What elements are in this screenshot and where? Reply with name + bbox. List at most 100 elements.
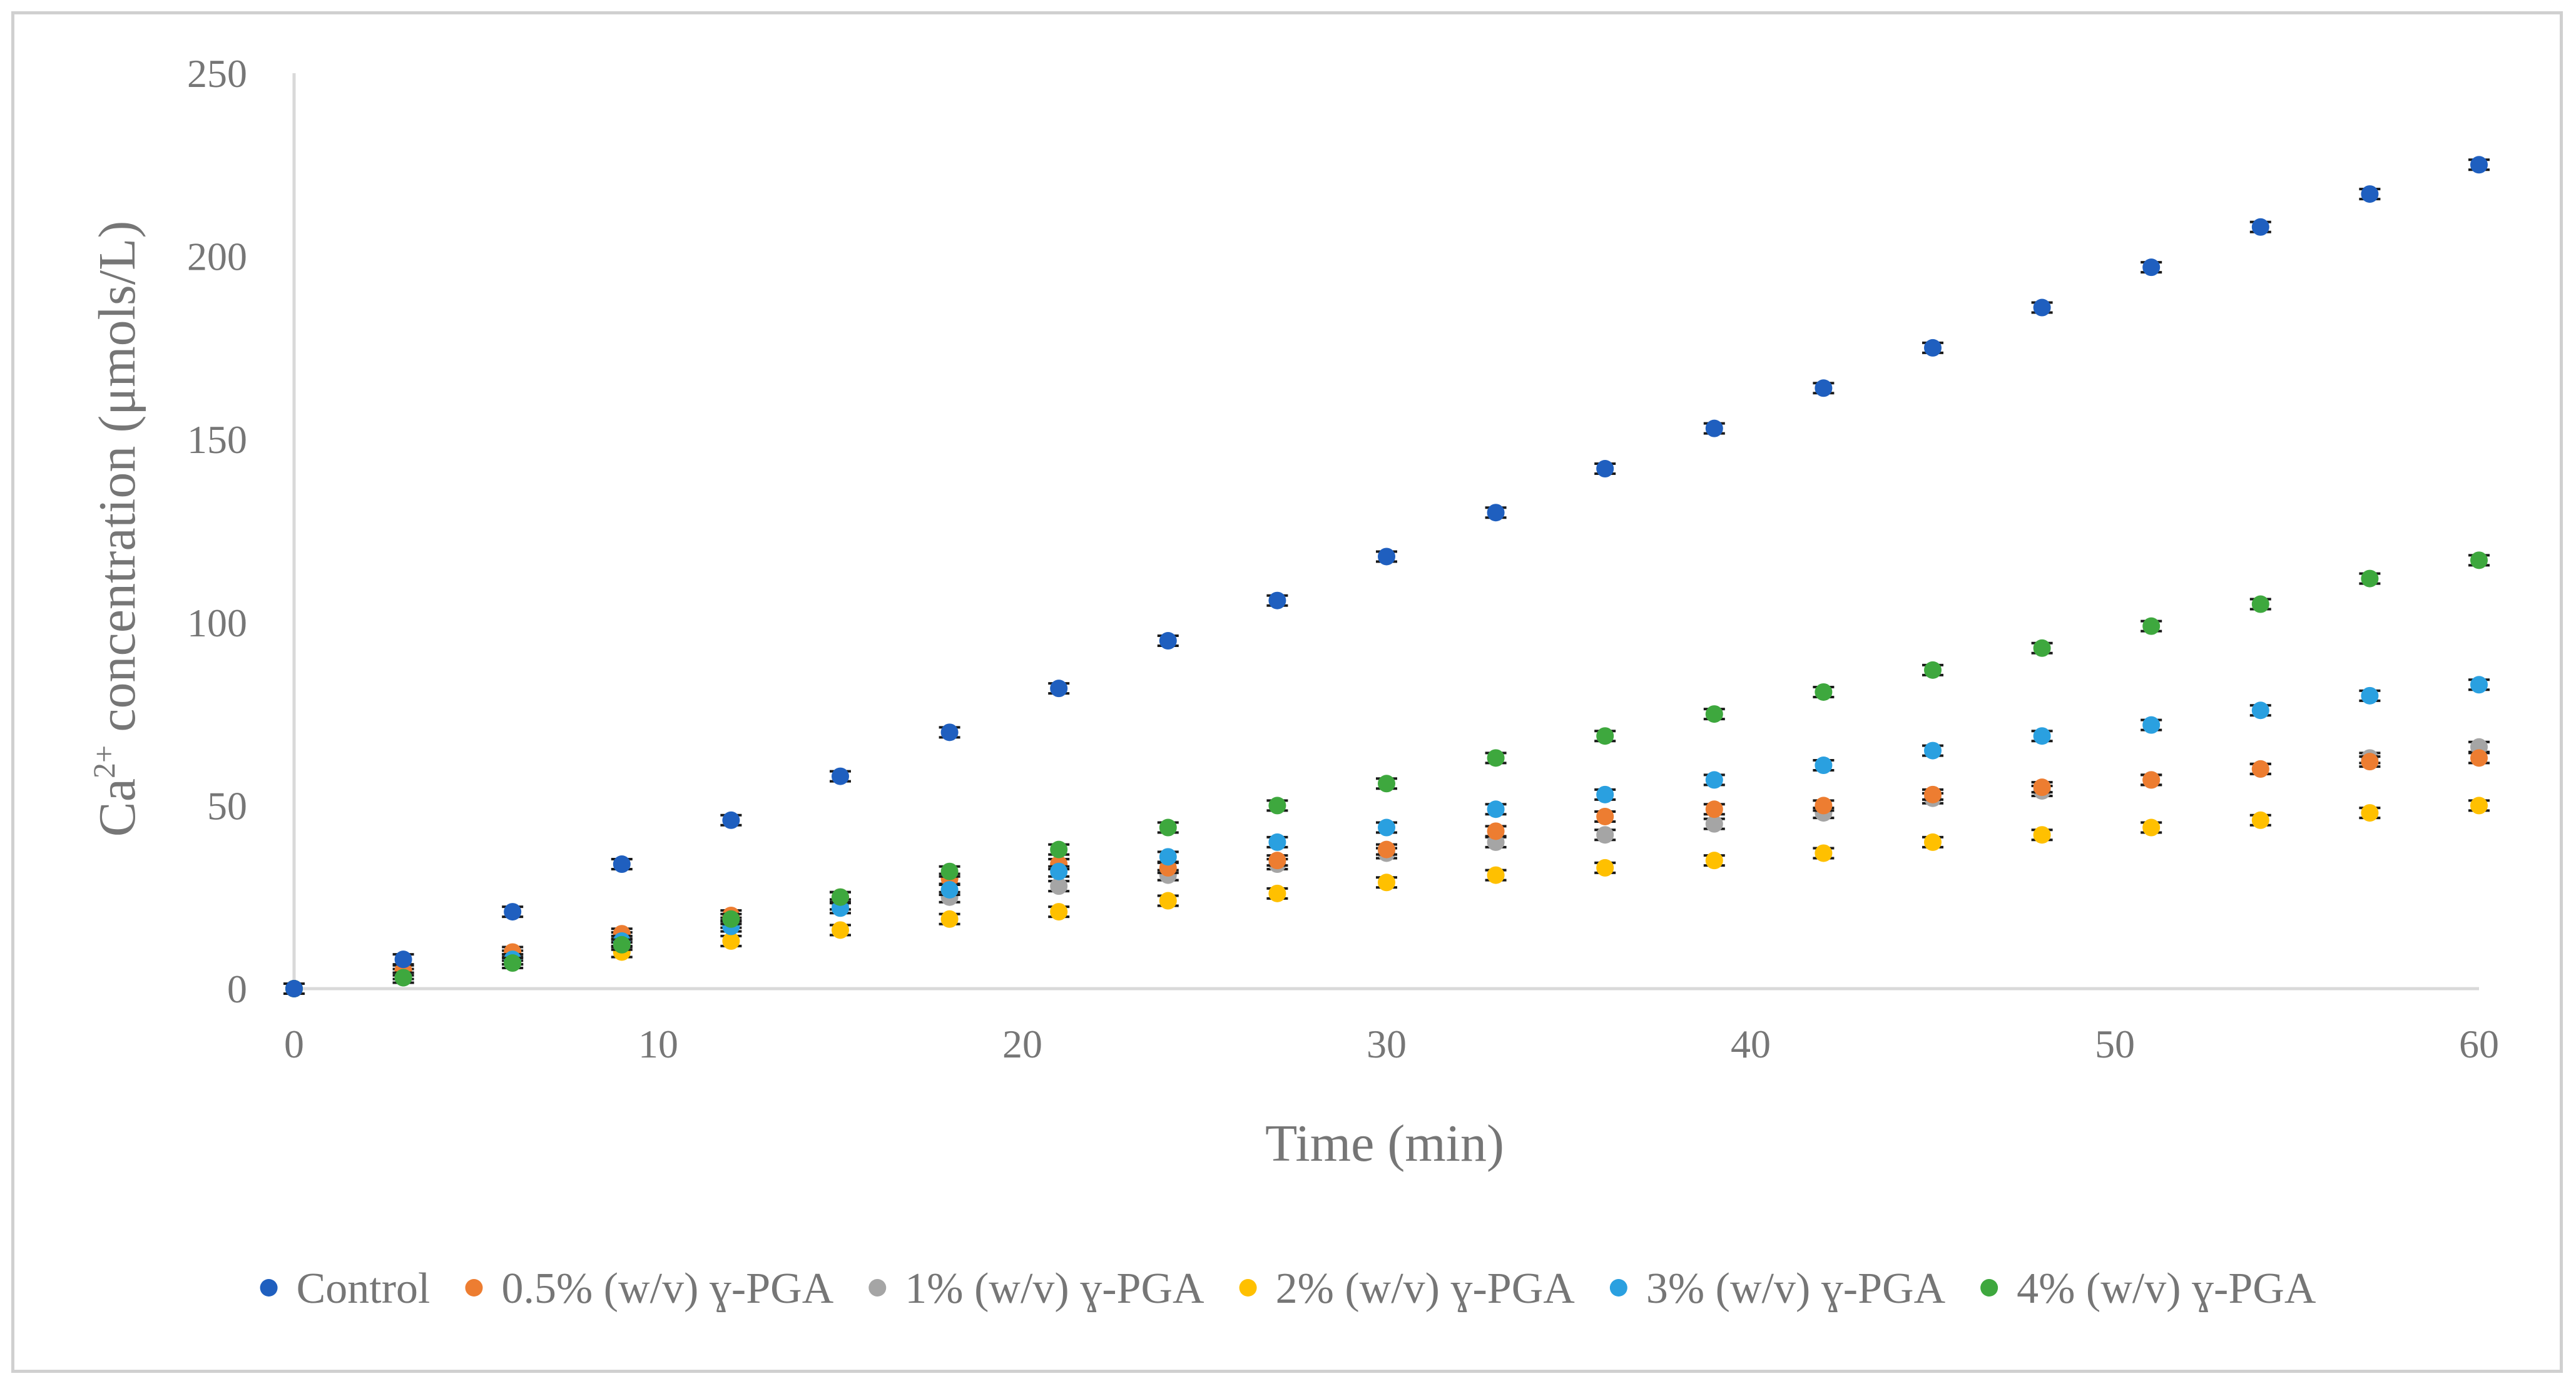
y-axis-title-base: Ca — [88, 778, 146, 837]
data-point — [1050, 903, 1068, 921]
axes — [292, 73, 2479, 991]
legend-item: Control — [260, 1265, 430, 1313]
data-point — [1815, 757, 1833, 775]
legend-label: 0.5% (w/v) ɣ-PGA — [502, 1265, 834, 1313]
data-point — [1159, 632, 1177, 650]
data-point — [1159, 892, 1177, 910]
data-point — [1268, 884, 1286, 902]
data-point — [1159, 818, 1177, 837]
data-point — [1487, 800, 1505, 818]
data-point — [504, 954, 522, 972]
data-point — [1268, 797, 1286, 815]
data-point — [722, 811, 740, 829]
data-point — [1378, 548, 1395, 566]
x-axis-title: Time (min) — [1265, 1114, 1504, 1173]
legend-label: 2% (w/v) ɣ-PGA — [1276, 1265, 1576, 1313]
legend-label: 1% (w/v) ɣ-PGA — [905, 1265, 1204, 1313]
y-tick-label: 200 — [187, 235, 247, 279]
x-tick-label: 40 — [1731, 1022, 1771, 1066]
data-point — [1705, 800, 1723, 818]
data-point — [394, 969, 412, 987]
data-point — [832, 888, 849, 906]
x-tick-label: 30 — [1367, 1022, 1407, 1066]
data-point — [1924, 339, 1942, 357]
data-point — [1705, 852, 1723, 870]
data-point — [1815, 379, 1833, 397]
legend-item: 3% (w/v) ɣ-PGA — [1609, 1265, 1946, 1313]
data-point — [394, 950, 412, 969]
data-point — [1378, 818, 1395, 837]
legend-label: Control — [297, 1265, 430, 1313]
data-point — [2470, 551, 2488, 569]
x-tick-label: 50 — [2095, 1022, 2135, 1066]
y-tick-label: 150 — [187, 417, 247, 462]
data-point — [1050, 680, 1068, 698]
data-point — [1815, 844, 1833, 862]
data-point — [1705, 419, 1723, 437]
data-point — [1487, 822, 1505, 840]
data-point — [1487, 504, 1505, 522]
legend-marker — [868, 1279, 887, 1297]
legend-marker — [1980, 1279, 1998, 1297]
x-tick-label: 10 — [638, 1022, 678, 1066]
data-point — [2251, 760, 2269, 778]
data-point — [2361, 569, 2379, 588]
data-point — [285, 980, 303, 997]
data-point — [2251, 701, 2269, 720]
data-point — [1378, 874, 1395, 892]
data-point — [1378, 775, 1395, 793]
data-point — [940, 880, 959, 899]
data-point — [2361, 686, 2379, 705]
legend-label: 4% (w/v) ɣ-PGA — [2017, 1265, 2316, 1313]
data-point — [2470, 676, 2488, 694]
chart-frame — [11, 11, 2563, 1373]
data-point — [1815, 797, 1833, 815]
data-point — [1050, 862, 1068, 880]
data-point — [1705, 771, 1723, 789]
data-point — [2251, 218, 2269, 236]
data-point — [2470, 749, 2488, 767]
y-tick-label: 250 — [187, 51, 247, 96]
legend-item: 2% (w/v) ɣ-PGA — [1239, 1265, 1576, 1313]
data-point — [2142, 771, 2161, 789]
data-point — [2470, 156, 2488, 174]
data-point — [1050, 840, 1068, 859]
y-axis-title-rest: concentration (μmols/L) — [88, 221, 146, 745]
data-point — [1268, 852, 1286, 870]
x-tick-label: 60 — [2459, 1022, 2499, 1066]
data-point — [940, 723, 959, 741]
data-point — [1050, 877, 1068, 895]
legend-label: 3% (w/v) ɣ-PGA — [1646, 1265, 1946, 1313]
x-tick-label: 0 — [284, 1022, 304, 1066]
data-point — [1596, 785, 1614, 803]
data-point — [1815, 683, 1833, 701]
legend-item: 1% (w/v) ɣ-PGA — [868, 1265, 1204, 1313]
data-point — [1705, 705, 1723, 723]
legend-item: 0.5% (w/v) ɣ-PGA — [465, 1265, 834, 1313]
data-point — [1705, 815, 1723, 833]
legend: Control 0.5% (w/v) ɣ-PGA 1% (w/v) ɣ-PGA 2% … — [260, 1265, 2316, 1313]
series-1 — [283, 749, 2490, 997]
data-point — [1596, 826, 1614, 844]
legend-marker — [1609, 1279, 1627, 1297]
data-point — [832, 921, 849, 939]
y-axis-title-superscript: 2+ — [86, 745, 121, 778]
data-point — [2142, 716, 2161, 734]
data-point — [1924, 833, 1942, 851]
data-point — [2142, 617, 2161, 635]
data-point — [1487, 866, 1505, 884]
data-point — [613, 935, 631, 954]
data-point — [1487, 749, 1505, 767]
legend-marker — [1239, 1279, 1257, 1297]
data-point — [1596, 859, 1614, 877]
data-point — [2033, 826, 2051, 844]
data-point — [1924, 661, 1942, 679]
data-point — [2361, 753, 2379, 771]
data-point — [940, 862, 959, 880]
data-point — [940, 910, 959, 928]
data-point — [2142, 258, 2161, 277]
data-point — [1268, 591, 1286, 609]
data-point — [2361, 804, 2379, 822]
y-axis-title: Ca2+ concentration (μmols/L) — [86, 221, 146, 837]
